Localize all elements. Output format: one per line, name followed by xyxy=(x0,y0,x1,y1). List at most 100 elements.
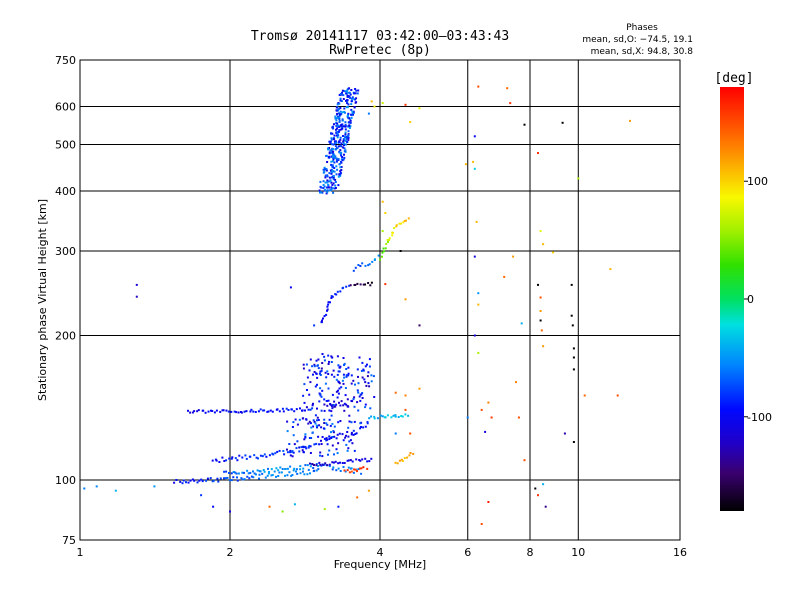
data-point xyxy=(263,470,266,473)
data-point xyxy=(338,94,341,96)
data-point xyxy=(381,255,383,258)
data-point xyxy=(394,461,397,464)
data-point xyxy=(350,433,353,436)
data-point xyxy=(215,459,218,462)
data-point xyxy=(313,420,316,423)
data-point xyxy=(327,387,330,390)
data-point xyxy=(373,396,376,398)
data-point xyxy=(347,112,350,115)
data-point xyxy=(135,283,138,286)
data-point xyxy=(343,364,345,366)
data-point xyxy=(368,365,371,368)
data-point xyxy=(318,461,321,464)
data-point xyxy=(542,483,545,486)
data-point xyxy=(332,150,335,153)
data-point xyxy=(318,443,321,446)
data-point xyxy=(347,426,350,429)
data-point xyxy=(325,422,328,425)
data-point xyxy=(310,426,313,429)
data-point xyxy=(332,175,335,177)
data-point xyxy=(249,471,252,474)
data-point xyxy=(335,390,338,393)
data-point xyxy=(337,392,340,395)
data-point xyxy=(236,459,239,462)
data-point xyxy=(336,124,339,127)
data-point xyxy=(339,99,342,102)
data-point xyxy=(346,96,349,98)
data-point xyxy=(341,119,344,122)
data-point xyxy=(395,225,398,228)
data-point xyxy=(261,472,264,475)
data-point xyxy=(344,149,347,152)
data-point xyxy=(295,408,298,411)
data-point xyxy=(379,414,382,417)
data-point xyxy=(616,394,619,397)
data-point xyxy=(337,442,340,445)
data-point xyxy=(256,469,259,472)
data-point xyxy=(394,391,397,394)
data-point xyxy=(358,356,361,359)
data-point xyxy=(321,389,324,392)
data-point xyxy=(335,131,338,134)
data-point xyxy=(345,375,348,378)
data-point xyxy=(323,166,326,169)
data-point xyxy=(303,473,306,476)
data-point xyxy=(291,455,294,458)
plot-frame xyxy=(79,59,681,541)
data-point xyxy=(368,460,371,463)
data-point xyxy=(342,382,345,385)
data-point xyxy=(332,178,335,181)
data-point xyxy=(247,472,250,475)
data-point xyxy=(401,460,404,462)
data-point xyxy=(252,476,255,479)
data-point xyxy=(570,283,573,286)
data-point xyxy=(319,463,322,466)
data-point xyxy=(370,281,373,284)
data-point xyxy=(343,402,346,405)
data-point xyxy=(362,283,365,286)
data-point xyxy=(406,456,409,459)
data-point xyxy=(185,481,187,484)
data-point xyxy=(342,286,345,289)
data-point xyxy=(364,406,367,409)
data-point xyxy=(243,478,246,481)
data-point xyxy=(339,290,342,293)
data-point xyxy=(309,408,312,411)
data-point xyxy=(258,473,261,476)
data-point xyxy=(345,374,348,377)
data-point xyxy=(266,474,269,477)
data-point xyxy=(332,125,334,128)
data-point xyxy=(315,469,318,472)
data-point xyxy=(328,186,330,189)
data-point xyxy=(268,471,270,473)
data-point xyxy=(343,144,345,147)
data-point xyxy=(221,456,224,459)
data-point xyxy=(299,468,302,471)
data-point xyxy=(222,409,225,412)
data-point xyxy=(480,408,483,411)
data-point xyxy=(302,451,305,453)
data-point xyxy=(288,443,291,445)
stats-line-x: mean, sd,X: 94.8, 30.8 xyxy=(591,47,694,57)
data-point xyxy=(211,410,214,412)
data-point xyxy=(354,433,357,435)
data-point xyxy=(326,308,329,311)
data-point xyxy=(346,141,349,143)
data-point xyxy=(418,387,421,390)
data-point xyxy=(344,128,347,131)
data-point xyxy=(323,355,326,358)
data-point xyxy=(320,443,323,445)
data-point xyxy=(340,166,343,168)
data-point xyxy=(181,482,184,485)
data-point xyxy=(347,133,350,136)
data-point xyxy=(330,163,333,166)
data-point xyxy=(336,112,339,115)
data-point xyxy=(339,138,342,141)
data-point xyxy=(135,295,138,298)
data-point xyxy=(304,445,307,448)
data-point xyxy=(328,435,331,438)
data-point xyxy=(364,457,367,460)
data-point xyxy=(326,189,329,192)
data-point xyxy=(330,138,333,141)
data-point xyxy=(316,376,319,379)
